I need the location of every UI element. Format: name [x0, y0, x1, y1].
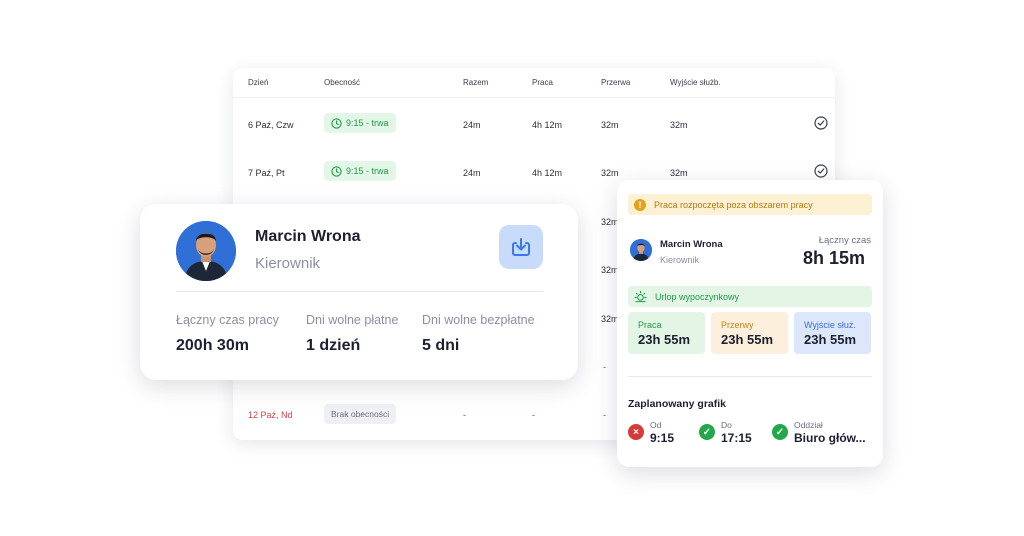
total-time-label: Łączny czas [818, 235, 871, 246]
attendance-text: 9:15 - trwa [346, 166, 389, 176]
tile-value: 23h 55m [721, 332, 774, 347]
row-business-exit: 32m [670, 120, 688, 130]
check-circle-icon: ✓ [699, 424, 715, 440]
header-attendance[interactable]: Obecność [324, 78, 361, 87]
avatar-photo [176, 221, 236, 281]
x-circle-icon: × [628, 424, 644, 440]
stat-value-unpaid-leave: 5 dni [422, 337, 460, 354]
table-header: Dzień Obecność Razem Praca Przerwa Wyjśc… [233, 68, 835, 98]
avatar [630, 239, 652, 261]
download-icon [512, 238, 530, 256]
row-total: 24m [463, 120, 481, 130]
row-break: 32m [601, 120, 619, 130]
row-business-exit: 32m [670, 168, 688, 178]
attendance-badge: 9:15 - trwa [324, 113, 396, 133]
schedule-value: 9:15 [650, 431, 675, 445]
clock-icon [331, 117, 342, 129]
schedule-label: Oddział [794, 420, 823, 430]
attendance-text: 9:15 - trwa [346, 118, 389, 128]
tile-label: Praca [638, 320, 662, 330]
row-break: 32m [601, 168, 619, 178]
avatar-photo [630, 239, 652, 261]
header-break[interactable]: Przerwa [601, 78, 631, 87]
schedule-value: 17:15 [721, 431, 752, 445]
download-button[interactable] [499, 225, 543, 269]
row-break: 32m [601, 314, 619, 324]
warning-banner: ! Praca rozpoczęta poza obszarem pracy [628, 194, 872, 215]
no-attendance-badge: Brak obecności [324, 404, 397, 424]
header-day[interactable]: Dzień [248, 78, 269, 87]
employee-name: Marcin Wrona [660, 239, 723, 250]
table-row[interactable]: 7 Paź, Pt 9:15 - trwa 24m 4h 12m 32m 32m [233, 149, 835, 197]
row-day: 7 Paź, Pt [248, 168, 285, 178]
row-work: 4h 12m [532, 120, 563, 130]
stat-label-unpaid-leave: Dni wolne bezpłatne [422, 313, 535, 327]
day-detail-card: ! Praca rozpoczęta poza obszarem pracy M… [617, 180, 883, 467]
check-circle-icon: ✓ [772, 424, 788, 440]
row-break: - [603, 410, 606, 420]
row-break: 32m [601, 217, 619, 227]
stat-label-total-work: Łączny czas pracy [176, 313, 279, 327]
avatar [176, 221, 236, 281]
attendance-badge: 9:15 - trwa [324, 161, 396, 181]
warning-text: Praca rozpoczęta poza obszarem pracy [654, 199, 813, 210]
warning-icon: ! [634, 198, 646, 211]
tile-label: Wyjście służ. [804, 320, 856, 330]
row-day: 12 Paź, Nd [248, 410, 293, 420]
schedule-value: Biuro głów... [794, 431, 866, 445]
clock-icon [331, 165, 342, 177]
table-row[interactable]: 12 Paź, Nd Brak obecności - - - [233, 391, 835, 439]
tile-value: 23h 55m [638, 332, 691, 347]
divider [628, 376, 872, 377]
row-total: - [463, 410, 466, 420]
row-day: 6 Paź, Czw [248, 120, 294, 130]
tile-business-exit: Wyjście służ. 23h 55m [794, 312, 871, 354]
employee-name: Marcin Wrona [255, 228, 361, 245]
sun-icon [634, 290, 647, 303]
schedule-title: Zaplanowany grafik [628, 398, 727, 410]
header-business-exit[interactable]: Wyjście służb. [670, 78, 721, 87]
employee-profile-card: Marcin Wrona Kierownik Łączny czas pracy… [140, 204, 578, 380]
table-row[interactable]: 6 Paź, Czw 9:15 - trwa 24m 4h 12m 32m 32… [233, 101, 835, 149]
stat-value-paid-leave: 1 dzień [306, 337, 361, 354]
row-work: 4h 12m [532, 168, 563, 178]
check-circle-icon[interactable] [814, 116, 828, 130]
total-time-value: 8h 15m [802, 248, 865, 268]
tile-breaks: Przerwy 23h 55m [711, 312, 788, 354]
schedule-label: Do [721, 420, 732, 430]
employee-role: Kierownik [255, 255, 321, 272]
row-break: 32m [601, 265, 619, 275]
tile-value: 23h 55m [804, 332, 857, 347]
row-break: - [603, 362, 606, 372]
leave-text: Urlop wypoczynkowy [655, 291, 740, 302]
row-total: 24m [463, 168, 481, 178]
stat-value-total-work: 200h 30m [176, 337, 249, 354]
check-circle-icon[interactable] [814, 164, 828, 178]
schedule-label: Od [650, 420, 662, 430]
header-work[interactable]: Praca [532, 78, 553, 87]
divider [176, 291, 543, 292]
leave-banner: Urlop wypoczynkowy [628, 286, 872, 307]
employee-role: Kierownik [660, 255, 700, 265]
tile-work: Praca 23h 55m [628, 312, 705, 354]
stat-label-paid-leave: Dni wolne płatne [306, 313, 399, 327]
tile-label: Przerwy [721, 320, 754, 330]
header-total[interactable]: Razem [463, 78, 489, 87]
row-work: - [532, 410, 535, 420]
